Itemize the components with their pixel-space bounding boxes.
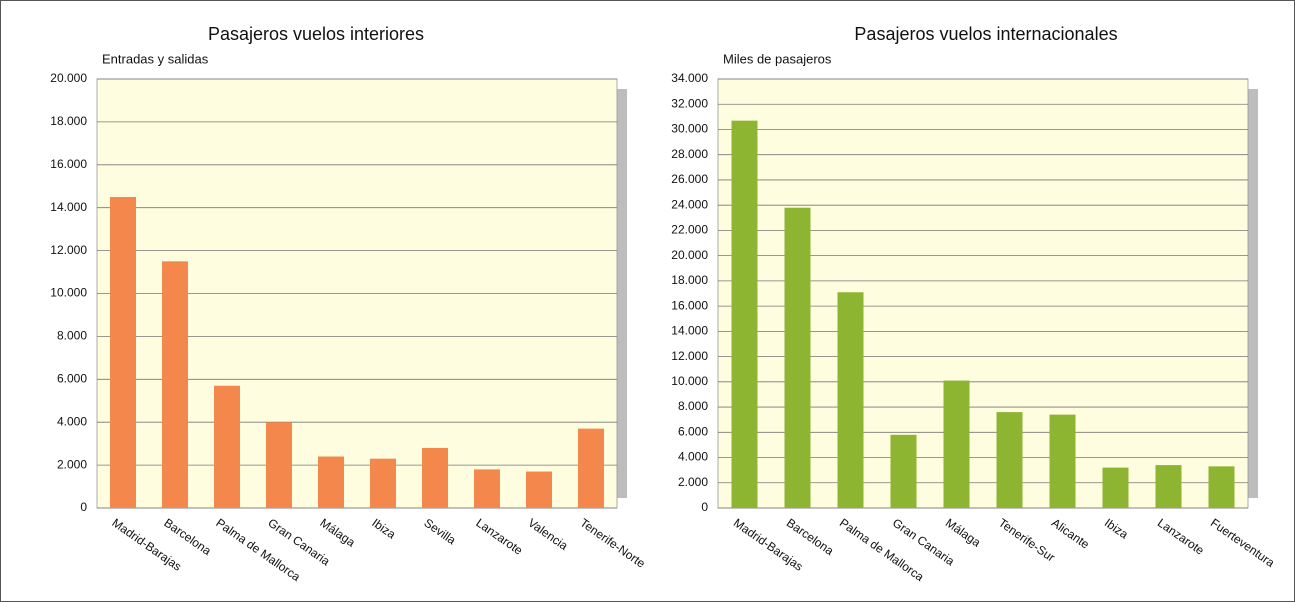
y-tick-label: 6.000 (57, 371, 87, 385)
bar (578, 428, 604, 508)
plot-shadow (1248, 89, 1258, 498)
y-tick-label: 14.000 (671, 324, 708, 338)
y-tick-label: 8.000 (57, 329, 87, 343)
bar (422, 447, 448, 508)
y-tick-label: 16.000 (50, 157, 87, 171)
bar (370, 458, 396, 508)
y-tick-label: 22.000 (671, 223, 708, 237)
y-tick-label: 34.000 (671, 71, 708, 85)
y-tick-label: 8.000 (678, 399, 708, 413)
y-tick-label: 2.000 (678, 475, 708, 489)
y-tick-label: 2.000 (57, 457, 87, 471)
bar (1049, 414, 1076, 508)
y-tick-label: 18.000 (671, 273, 708, 287)
bar (890, 434, 917, 508)
bar (266, 422, 292, 508)
bar (162, 261, 188, 508)
y-tick-label: 10.000 (50, 286, 87, 300)
bar (784, 207, 811, 508)
bar (731, 120, 758, 508)
y-tick-label: 14.000 (50, 200, 87, 214)
y-tick-label: 4.000 (57, 414, 87, 428)
bar (837, 292, 864, 508)
y-tick-label: 0 (701, 500, 708, 514)
y-tick-label: 18.000 (50, 114, 87, 128)
y-tick-label: 12.000 (50, 243, 87, 257)
bar (1155, 465, 1182, 508)
bar (996, 412, 1023, 508)
y-tick-label: 0 (80, 500, 87, 514)
y-tick-label: 16.000 (671, 298, 708, 312)
y-tick-label: 20.000 (50, 71, 87, 85)
y-tick-label: 28.000 (671, 147, 708, 161)
y-tick-label: 26.000 (671, 172, 708, 186)
chart-title: Pasajeros vuelos interiores (208, 24, 424, 44)
y-tick-label: 10.000 (671, 374, 708, 388)
y-tick-label: 30.000 (671, 122, 708, 136)
y-tick-label: 4.000 (678, 450, 708, 464)
bar (318, 456, 344, 508)
bar (474, 469, 500, 508)
y-tick-label: 32.000 (671, 96, 708, 110)
y-tick-label: 12.000 (671, 349, 708, 363)
y-tick-label: 20.000 (671, 248, 708, 262)
bar (110, 196, 136, 508)
bar (214, 385, 240, 508)
plot-shadow (617, 89, 627, 498)
chart-title: Pasajeros vuelos internacionales (854, 24, 1117, 44)
bar (1102, 467, 1129, 508)
y-tick-label: 6.000 (678, 424, 708, 438)
bar (943, 380, 970, 508)
subtitle: Miles de pasajeros (723, 51, 832, 66)
bar (526, 471, 552, 508)
subtitle: Entradas y salidas (102, 51, 209, 66)
y-tick-label: 24.000 (671, 197, 708, 211)
bar (1208, 466, 1235, 508)
